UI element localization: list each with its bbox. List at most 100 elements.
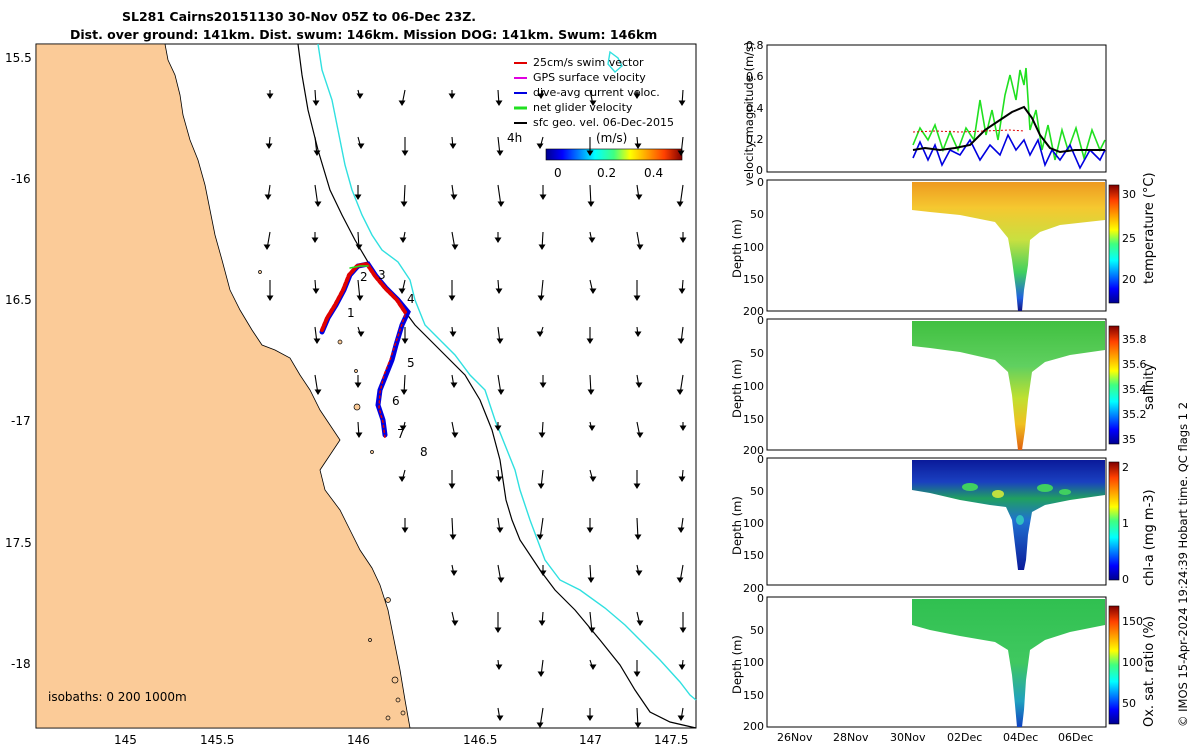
track-label: 3 [378, 268, 386, 282]
geo-velocity-arrowhead [401, 338, 409, 345]
isobath-1000m [317, 43, 697, 701]
geo-velocity-arrowhead [633, 483, 641, 490]
geo-velocity-arrowhead [587, 389, 595, 396]
geo-velocity-arrowhead [634, 534, 642, 541]
geo-velocity-arrowhead [449, 143, 457, 150]
depth-tick: 50 [750, 485, 764, 498]
velocity-ytick: 0.2 [746, 133, 764, 146]
geo-velocity-arrowhead [536, 722, 544, 729]
geo-velocity-arrowhead [494, 237, 502, 244]
geo-velocity-arrowhead [265, 143, 273, 150]
geo-velocity-arrowhead [451, 620, 459, 627]
temperature-field [912, 182, 1105, 311]
geo-velocity-arrowhead [354, 194, 362, 201]
geo-velocity-arrowhead [495, 476, 503, 483]
lon-tick: 146.5 [463, 733, 498, 747]
legend-sfc-geo-vel: sfc geo. vel. 06-Dec-2015 [533, 116, 674, 129]
geo-velocity-arrowhead [539, 194, 547, 201]
sal-cbar-tick: 35 [1122, 433, 1136, 446]
geo-velocity-arrowhead [677, 715, 685, 722]
sal-cbar-tick: 35.4 [1122, 383, 1147, 396]
geo-velocity-arrowhead [587, 577, 595, 584]
geo-velocity-arrowhead [398, 476, 406, 483]
geo-velocity-arrowhead [497, 201, 505, 208]
geo-velocity-arrowhead [538, 432, 546, 439]
geo-velocity-arrowhead [679, 237, 687, 244]
geo-velocity-arrowhead [398, 288, 406, 295]
temperature-cbar-label: temperature (°C) [1142, 172, 1157, 284]
lat-tick: -16 [11, 172, 31, 186]
lon-tick: 145.5 [200, 733, 235, 747]
temp-cbar-tick: 20 [1122, 273, 1136, 286]
geo-velocity-arrowhead [538, 244, 546, 251]
depth-tick: 200 [743, 305, 764, 318]
glider-track [319, 261, 411, 439]
legend-dive-avg-current: dive-avg current veloc. [533, 86, 660, 99]
geo-velocity-arrowhead [634, 143, 642, 150]
colorbar-tick: 0 [554, 166, 562, 180]
time-tick: 04Dec [1003, 731, 1039, 744]
legend-gps-surface-velocity: GPS surface velocity [533, 71, 646, 84]
chla-cbar-label: chl-a (mg m-3) [1142, 489, 1157, 586]
geo-velocity-arrowhead [263, 244, 271, 251]
geo-velocity-arrowhead [588, 237, 596, 244]
geo-velocity-arrowhead [314, 389, 322, 396]
geo-velocity-arrowhead [312, 288, 320, 295]
geo-velocity-arrowhead [677, 338, 685, 345]
geo-velocity-arrowhead [312, 100, 320, 107]
isobaths-note: isobaths: 0 200 1000m [48, 690, 187, 704]
time-tick: 02Dec [947, 731, 983, 744]
geo-velocity-arrowhead [536, 331, 544, 338]
isobath-200m [297, 43, 697, 729]
geo-velocity-arrowhead [496, 338, 504, 345]
geo-velocity-arrowhead [450, 194, 458, 201]
geo-velocity-arrowhead [677, 150, 685, 157]
geo-velocity-arrowhead [678, 100, 686, 107]
chla-patches [962, 483, 1071, 525]
geo-velocity-arrowhead [313, 338, 321, 345]
oxygen-cbar-label: Ox. sat. ratio (%) [1142, 616, 1157, 727]
legend-swatches [514, 62, 527, 124]
geo-velocity-arrowhead [678, 476, 686, 483]
sal-cbar-tick: 35.2 [1122, 408, 1147, 421]
geo-velocity-arrowhead [266, 93, 274, 100]
sal-cbar-tick: 35.8 [1122, 333, 1147, 346]
depth-tick: 150 [743, 689, 764, 702]
geo-velocity-arrowhead [399, 237, 407, 244]
islands [258, 270, 406, 721]
geo-velocity-arrowhead [355, 244, 363, 251]
geo-velocity-arrowhead [495, 100, 503, 107]
geo-velocity-arrowhead [678, 664, 686, 671]
geo-velocity-arrowhead [636, 432, 644, 439]
geo-velocity-arrowhead [586, 715, 594, 722]
geo-velocity-arrowhead [676, 577, 684, 584]
geo-velocity-arrowhead [633, 295, 641, 302]
salinity-cbar-label: salinity [1142, 363, 1157, 410]
geo-velocity-arrowhead [497, 577, 505, 584]
colorbar-tick: 0.2 [597, 166, 617, 180]
geo-velocity-arrowhead [496, 527, 504, 534]
depth-tick: 0 [757, 592, 764, 605]
imos-credit: © IMOS 15-Apr-2024 19:24:39 Hobart time.… [1176, 401, 1190, 727]
ox-cbar-tick: 150 [1122, 615, 1143, 628]
geo-velocity-arrowhead [266, 295, 274, 302]
time-tick: 30Nov [890, 731, 926, 744]
oxygen-depth-label: Depth (m) [730, 635, 744, 694]
geo-velocity-arrowhead [357, 331, 365, 338]
geo-velocity-arrowhead [357, 143, 365, 150]
depth-tick: 150 [743, 549, 764, 562]
chla-field [912, 460, 1105, 570]
lon-tick: 147.5 [654, 733, 689, 747]
land-mass [35, 43, 411, 729]
geo-velocity-arrowhead [538, 620, 546, 627]
temperature-colorbar [1108, 184, 1120, 304]
geo-velocity-arrowhead [400, 389, 408, 396]
depth-tick: 0 [757, 176, 764, 189]
oxygen-colorbar [1108, 605, 1120, 725]
lat-tick: -17 [11, 414, 31, 428]
geo-velocity-arrowhead [399, 425, 407, 432]
geo-velocity-arrowhead [401, 150, 409, 157]
geo-velocity-arrowhead [354, 382, 362, 389]
velocity-ytick: 0.4 [746, 102, 764, 115]
geo-velocity-arrowhead [536, 143, 544, 150]
